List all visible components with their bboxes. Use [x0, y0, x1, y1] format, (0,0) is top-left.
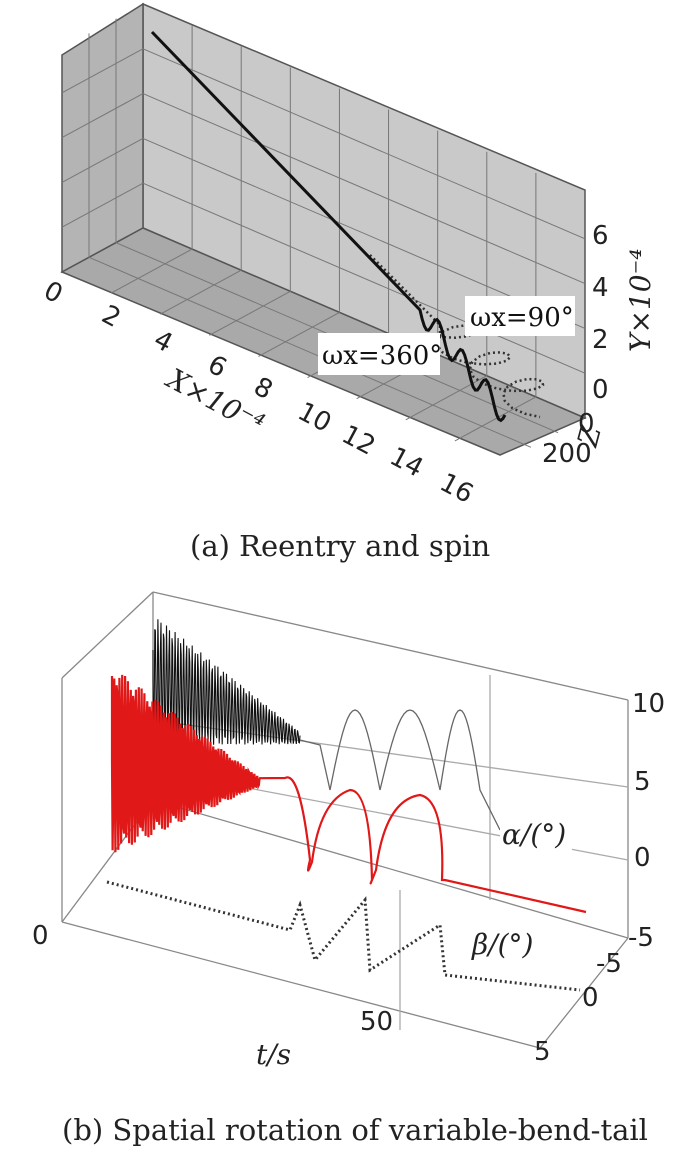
series-omega-360 — [150, 30, 507, 423]
y-tick-0: 0 — [592, 375, 609, 405]
z-tick-200: 200 — [542, 439, 592, 469]
grid-left-h — [61, 137, 144, 183]
grid-floor-x — [110, 248, 193, 294]
b-z-tick-0: 0 — [634, 843, 651, 873]
panel-b-t-label: t/s — [256, 1038, 291, 1071]
x-tick-0: 0 — [39, 276, 68, 310]
x-tick-12: 12 — [337, 420, 380, 462]
panel-a-caption: (a) Reentry and spin — [190, 529, 490, 563]
grid-floor-z — [88, 256, 532, 448]
x-tick-8: 8 — [249, 372, 278, 406]
grid-left-h — [61, 182, 144, 228]
b-depth-tick-5: 5 — [534, 1037, 551, 1067]
annotation-box-360 — [318, 333, 440, 375]
grid-floor-x — [209, 290, 291, 336]
b-z-tick-5: 5 — [634, 767, 651, 797]
beta-label: β/(°) — [471, 928, 533, 961]
y-tick-6: 6 — [592, 221, 609, 251]
series-beta — [106, 880, 581, 992]
series-alpha-back — [152, 619, 301, 746]
grid-floor-x — [454, 396, 537, 442]
panel-b: 10 5 0 -5 -5 0 5 0 50 t/s α/(°) β/(°) (b… — [32, 591, 665, 1147]
b-depth-tick-0: 0 — [582, 983, 599, 1013]
panel-b-caption: (b) Spatial rotation of variable-bend-ta… — [62, 1113, 648, 1147]
b-depth-tick-minus5: -5 — [596, 949, 622, 979]
b-z-tick-10: 10 — [632, 689, 665, 719]
grid-floor-x — [258, 312, 340, 357]
series-alpha-back-tail — [299, 709, 501, 831]
y-tick-4: 4 — [592, 273, 609, 303]
panel-a-left-wall — [61, 2, 144, 274]
alpha-label-bg — [500, 818, 572, 852]
panel-b-z-ticks: 10 5 0 -5 — [628, 689, 665, 953]
x-tick-10: 10 — [293, 397, 336, 439]
panel-b-depth-ticks: -5 0 5 — [534, 949, 622, 1067]
b-t-tick-0: 0 — [32, 921, 49, 951]
grid-back-h — [142, 93, 586, 285]
grid-left-h — [61, 48, 144, 94]
y-tick-2: 2 — [592, 325, 609, 355]
panel-a-y-label: Y×10⁻⁴ — [624, 248, 657, 352]
grid-left-h — [61, 93, 144, 139]
grid-back-h — [142, 48, 586, 240]
alpha-label: α/(°) — [502, 818, 566, 851]
annotation-box-90 — [465, 296, 575, 336]
series-alpha — [110, 674, 587, 914]
b-z-tick-minus5: -5 — [628, 923, 654, 953]
grid-back-h — [142, 182, 586, 374]
annotation-omega-360: ωx=360° — [322, 341, 442, 371]
beta-label-bg — [470, 928, 540, 962]
panel-a: ωx=90° ωx=360° 0 2 4 6 8 10 12 14 16 X×1… — [39, 2, 657, 563]
b-t-tick-50: 50 — [360, 1007, 393, 1037]
panel-a-y-ticks: 6 4 2 0 — [592, 221, 609, 405]
z-tick-0: 0 — [578, 409, 595, 439]
x-tick-4: 4 — [149, 325, 178, 359]
x-tick-16: 16 — [435, 468, 478, 510]
x-tick-14: 14 — [385, 442, 428, 484]
x-tick-2: 2 — [97, 300, 126, 334]
grid-floor-x — [159, 269, 242, 315]
annotation-omega-90: ωx=90° — [470, 303, 574, 333]
